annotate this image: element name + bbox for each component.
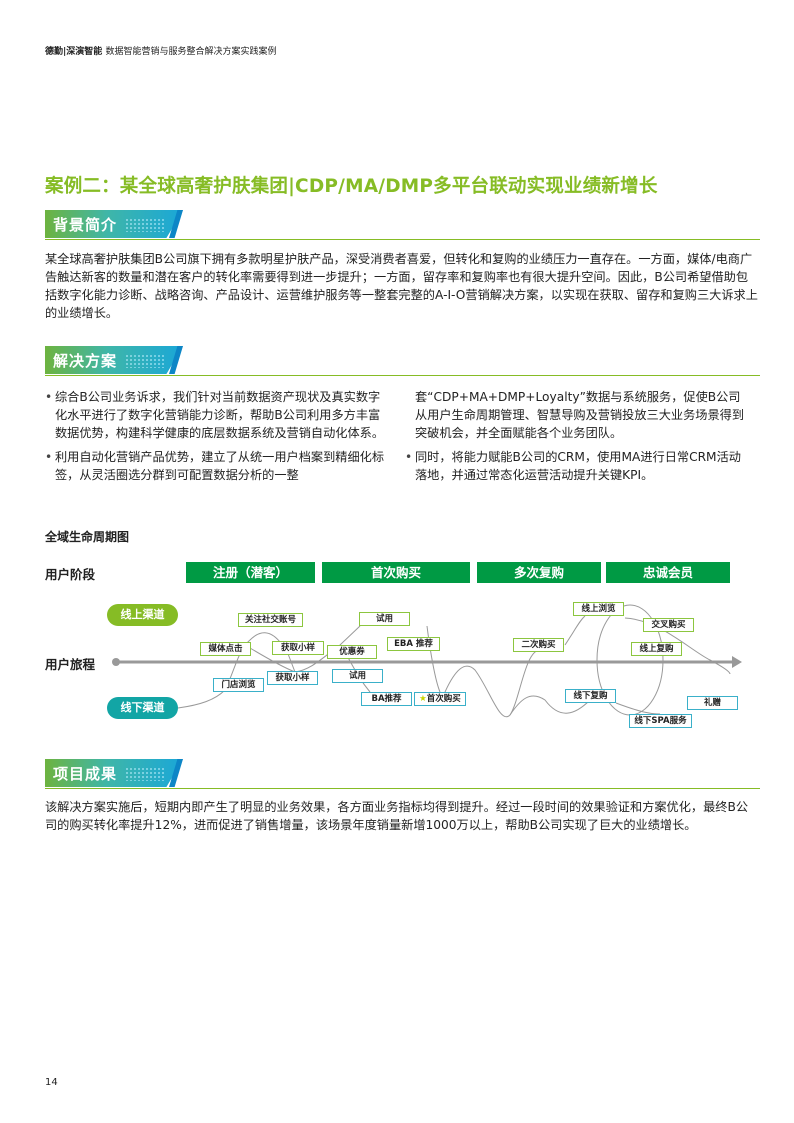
header-subtitle: 数据智能营销与服务整合解决方案实践案例 bbox=[105, 47, 277, 57]
axis-arrow bbox=[732, 656, 742, 668]
touchpoint-store-browse: 门店浏览 bbox=[213, 678, 264, 692]
section-header-result: 项目成果 bbox=[45, 759, 760, 789]
touchpoint-gift: 礼赠 bbox=[687, 696, 738, 710]
section-label: 项目成果 bbox=[53, 765, 118, 783]
section-header-background: 背景简介 bbox=[45, 210, 760, 240]
touchpoint-first-purchase: ★首次购买 bbox=[414, 692, 466, 706]
touchpoint-ba-recommend: BA推荐 bbox=[361, 692, 412, 706]
touchpoint-offline-repurchase: 线下复购 bbox=[565, 689, 616, 703]
section-label: 解决方案 bbox=[53, 352, 118, 370]
stage-label: 用户阶段 bbox=[45, 567, 96, 582]
section-label: 背景简介 bbox=[53, 216, 118, 234]
header-brand: 德勤|深演智能 bbox=[45, 47, 103, 57]
touchpoint-online-sample: 获取小样 bbox=[272, 641, 324, 655]
running-header: 德勤|深演智能 数据智能营销与服务整合解决方案实践案例 bbox=[45, 44, 276, 57]
section-header-solution: 解决方案 bbox=[45, 346, 760, 376]
touchpoint-online-repurchase: 线上复购 bbox=[631, 642, 682, 656]
touchpoint-follow-social: 关注社交账号 bbox=[238, 613, 303, 627]
stage-register: 注册（潜客） bbox=[186, 562, 315, 583]
touchpoint-offline-trial: 试用 bbox=[332, 669, 383, 683]
page-title: 案例二：某全球高奢护肤集团|CDP/MA/DMP多平台联动实现业绩新增长 bbox=[45, 176, 658, 197]
online-channel-pill: 线上渠道 bbox=[107, 604, 178, 626]
journey-label: 用户旅程 bbox=[45, 657, 96, 672]
star-icon: ★ bbox=[419, 694, 427, 704]
touchpoint-online-trial: 试用 bbox=[359, 612, 410, 626]
stage-repurchase: 多次复购 bbox=[477, 562, 601, 583]
touchpoint-coupon: 优惠券 bbox=[327, 645, 377, 659]
touchpoint-second-purchase: 二次购买 bbox=[513, 638, 564, 652]
background-text: 某全球高奢护肤集团B公司旗下拥有多款明星护肤产品，深受消费者喜爱，但转化和复购的… bbox=[45, 252, 758, 320]
bullet: 利用自动化营销产品优势，建立了从统一用户档案到精细化标签，从灵活圈选分群到可配置… bbox=[45, 448, 390, 484]
touchpoint-spa-service: 线下SPA服务 bbox=[629, 714, 692, 728]
axis-start-dot bbox=[112, 658, 120, 666]
stage-first-purchase: 首次购买 bbox=[322, 562, 470, 583]
diagram-title: 全域生命周期图 bbox=[45, 530, 130, 544]
result-text: 该解决方案实施后，短期内即产生了明显的业务效果，各方面业务指标均得到提升。经过一… bbox=[45, 800, 749, 832]
bullet: 综合B公司业务诉求，我们针对当前数据资产现状及真实数字化水平进行了数字化营销能力… bbox=[45, 388, 390, 442]
stage-loyal-member: 忠诚会员 bbox=[606, 562, 730, 583]
solution-right-column: 套“CDP+MA+DMP+Loyalty”数据与系统服务，促使B公司从用户生命周… bbox=[405, 388, 750, 484]
solution-left-column: 综合B公司业务诉求，我们针对当前数据资产现状及真实数字化水平进行了数字化营销能力… bbox=[45, 388, 390, 484]
touchpoint-eba-recommend: EBA 推荐 bbox=[387, 637, 440, 651]
touchpoint-online-browse: 线上浏览 bbox=[573, 602, 624, 616]
bullet-continued: 套“CDP+MA+DMP+Loyalty”数据与系统服务，促使B公司从用户生命周… bbox=[415, 390, 745, 440]
touchpoint-media-click: 媒体点击 bbox=[200, 642, 251, 656]
page-number: 14 bbox=[45, 1077, 58, 1088]
offline-channel-pill: 线下渠道 bbox=[107, 697, 178, 719]
touchpoint-cross-sell: 交叉购买 bbox=[643, 618, 694, 632]
bullet: 同时，将能力赋能B公司的CRM，使用MA进行日常CRM活动落地，并通过常态化运营… bbox=[405, 448, 750, 484]
touchpoint-offline-sample: 获取小样 bbox=[267, 671, 318, 685]
